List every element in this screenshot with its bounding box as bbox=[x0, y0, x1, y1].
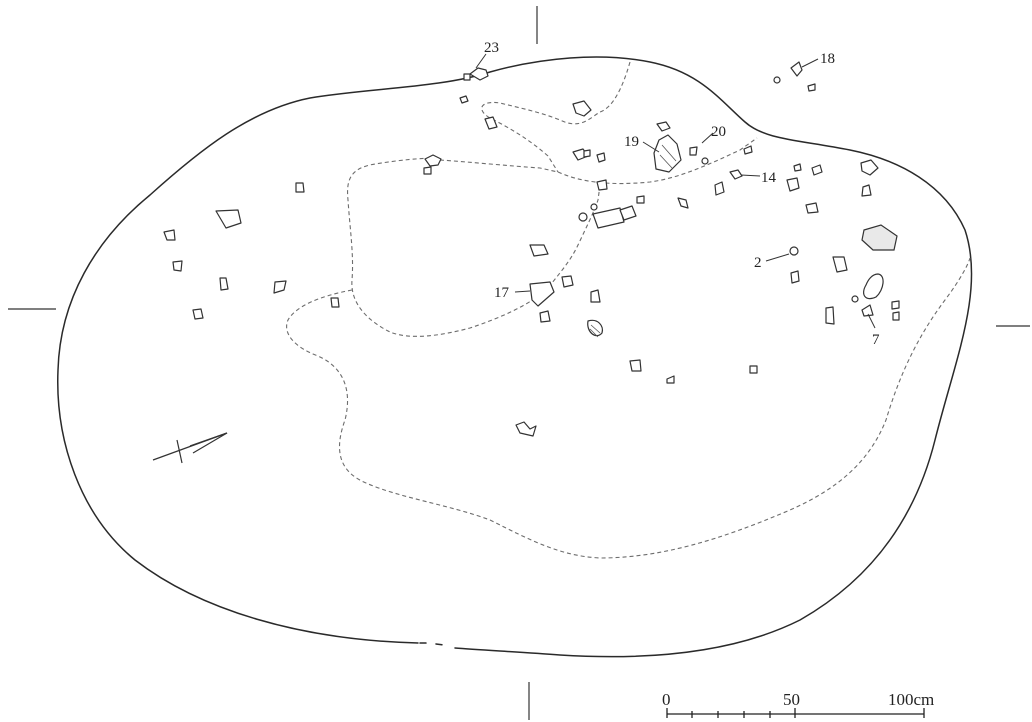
stone bbox=[653, 134, 682, 173]
stone bbox=[572, 100, 592, 117]
stone bbox=[215, 209, 242, 229]
stone bbox=[790, 270, 800, 284]
stone bbox=[861, 224, 898, 251]
stone bbox=[583, 149, 591, 158]
stone bbox=[811, 164, 823, 176]
stone bbox=[860, 159, 879, 176]
stone bbox=[805, 202, 819, 214]
stone bbox=[689, 146, 698, 156]
find-label-20: 20 bbox=[711, 124, 726, 140]
stone bbox=[773, 76, 781, 84]
inner-feature-boundaries bbox=[286, 61, 971, 559]
stone bbox=[701, 157, 709, 165]
scale-label-50: 50 bbox=[783, 690, 800, 709]
find-labels: 23 18 19 20 14 2 17 7 bbox=[475, 40, 880, 348]
north-arrow-icon bbox=[152, 432, 228, 464]
stone bbox=[749, 365, 758, 374]
scale-bar: 0 50 100cm bbox=[662, 690, 934, 718]
stone bbox=[587, 319, 603, 337]
stone bbox=[729, 169, 743, 180]
stone bbox=[714, 181, 725, 196]
find-label-23: 23 bbox=[484, 40, 499, 56]
scale-label-100cm: 100cm bbox=[888, 690, 934, 709]
find-label-14: 14 bbox=[761, 170, 777, 186]
find-label-18: 18 bbox=[820, 51, 835, 67]
stone bbox=[786, 177, 800, 192]
stone bbox=[861, 304, 874, 317]
stone bbox=[589, 324, 601, 338]
find-label-17: 17 bbox=[494, 285, 510, 301]
stone bbox=[793, 163, 802, 172]
stone bbox=[424, 154, 442, 167]
stone bbox=[861, 184, 872, 197]
stone bbox=[666, 375, 675, 384]
stone bbox=[851, 295, 859, 303]
find-label-19: 19 bbox=[624, 134, 639, 150]
stone bbox=[832, 256, 848, 273]
stone bbox=[539, 310, 551, 323]
scale-label-0: 0 bbox=[662, 690, 671, 709]
pit-outline bbox=[57, 56, 973, 658]
stone bbox=[892, 311, 900, 321]
stone bbox=[596, 179, 608, 191]
find-label-2: 2 bbox=[754, 255, 762, 271]
stone bbox=[273, 280, 287, 294]
stone bbox=[891, 300, 900, 310]
stone bbox=[789, 246, 799, 256]
stone bbox=[529, 244, 549, 257]
stone bbox=[629, 359, 642, 372]
stone bbox=[463, 73, 471, 81]
stone bbox=[619, 205, 637, 221]
stone bbox=[636, 195, 645, 204]
stone bbox=[459, 95, 469, 104]
stone bbox=[807, 83, 816, 92]
stone bbox=[656, 121, 671, 132]
stone bbox=[163, 229, 176, 241]
stone bbox=[469, 67, 489, 81]
stone bbox=[529, 281, 555, 307]
stone bbox=[515, 421, 537, 437]
pit-outline-gap bbox=[419, 642, 445, 646]
stone bbox=[863, 273, 884, 300]
stone bbox=[677, 197, 689, 209]
stone bbox=[561, 275, 574, 288]
stone bbox=[295, 182, 305, 193]
registration-ticks bbox=[8, 6, 1030, 720]
stone bbox=[590, 203, 598, 211]
stone bbox=[590, 289, 601, 303]
stone bbox=[192, 308, 204, 320]
stone bbox=[484, 116, 498, 130]
stone bbox=[219, 277, 229, 291]
stone bbox=[596, 152, 606, 163]
stone bbox=[423, 166, 432, 175]
stone bbox=[743, 145, 753, 155]
stone bbox=[330, 297, 340, 308]
stone bbox=[578, 212, 588, 222]
stone bbox=[659, 144, 677, 169]
stone bbox=[825, 306, 835, 325]
stones bbox=[163, 61, 900, 437]
find-label-7: 7 bbox=[872, 332, 880, 348]
stone bbox=[790, 61, 803, 77]
stone bbox=[172, 260, 183, 272]
stone bbox=[592, 207, 625, 229]
